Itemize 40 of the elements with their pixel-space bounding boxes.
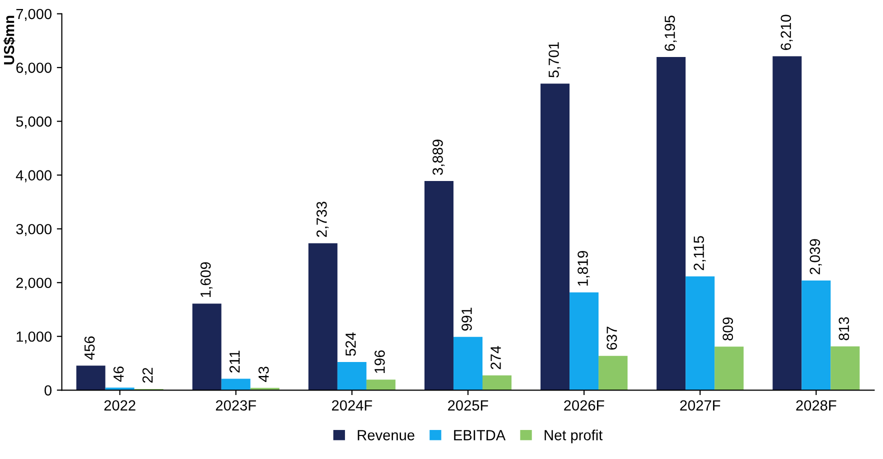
data-label: 6,210	[780, 14, 793, 50]
data-label: 6,195	[664, 16, 677, 51]
y-tick-label: 0	[44, 385, 52, 396]
data-label: 46	[113, 366, 124, 382]
data-label: 2,115	[694, 236, 706, 270]
y-tick-label: 6,000	[16, 62, 52, 75]
x-tick-label: 2022	[104, 400, 136, 411]
data-label: 1,609	[200, 262, 213, 297]
data-label: 211	[229, 350, 240, 373]
x-tick-label: 2023F	[216, 400, 256, 411]
y-tick-label: 5,000	[16, 116, 52, 128]
data-label: 456	[84, 336, 95, 360]
y-tick-label: 3,000	[16, 224, 52, 236]
data-label: 274	[490, 346, 501, 370]
y-tick-label: 4,000	[16, 170, 52, 182]
data-label: 991	[462, 308, 472, 331]
x-tick-label: 2026F	[564, 400, 604, 411]
data-label: 813	[838, 317, 850, 340]
data-label: 22	[142, 368, 153, 383]
data-label: 5,701	[548, 42, 561, 78]
data-label: 2,733	[316, 202, 329, 237]
y-tick-label: 2,000	[16, 278, 52, 290]
data-label: 809	[722, 317, 734, 340]
data-label: 43	[258, 366, 269, 382]
legend-label: Revenue	[358, 430, 414, 440]
y-axis-title: US$mn	[3, 16, 16, 64]
y-tick-label: 7,000	[16, 8, 52, 21]
y-tick-label: 1,000	[16, 331, 52, 344]
x-tick-label: 2024F	[332, 400, 372, 411]
data-label: 196	[374, 350, 385, 373]
data-label: 524	[346, 332, 356, 356]
data-label: 1,819	[578, 250, 590, 286]
data-label: 3,889	[432, 140, 445, 175]
x-tick-label: 2027F	[680, 400, 720, 411]
x-tick-label: 2025F	[448, 400, 488, 411]
x-tick-label: 2028F	[796, 400, 836, 411]
legend-label: EBITDA	[454, 430, 506, 440]
data-label: 2,039	[810, 239, 822, 274]
legend-label: Net profit	[544, 430, 603, 444]
data-label: 637	[606, 326, 617, 350]
